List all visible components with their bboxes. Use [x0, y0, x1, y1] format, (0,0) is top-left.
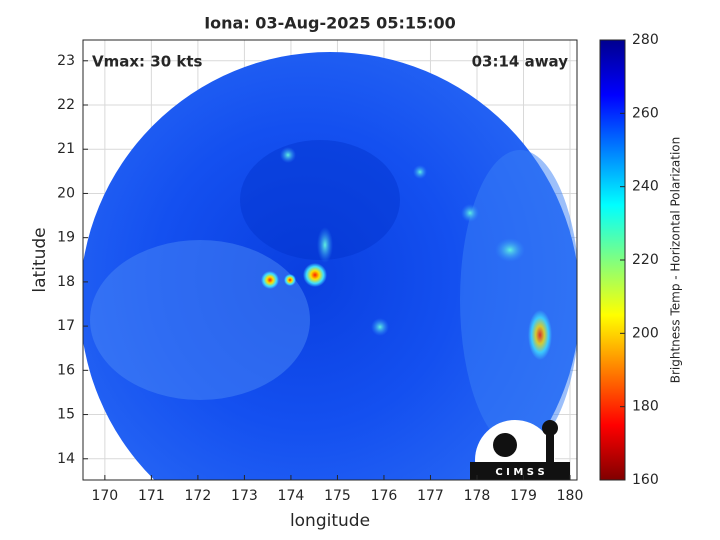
x-tick-label: 179 — [510, 488, 537, 504]
colorbar-tick-label: 280 — [632, 32, 659, 48]
x-tick-label: 176 — [371, 488, 398, 504]
y-tick-label: 17 — [57, 318, 75, 334]
away-annotation: 03:14 away — [472, 53, 569, 71]
colorbar-tick-label: 200 — [632, 325, 659, 341]
x-tick-label: 170 — [91, 488, 118, 504]
x-tick-label: 171 — [138, 488, 165, 504]
x-tick-label: 177 — [417, 488, 444, 504]
colorbar-tick-label: 240 — [632, 179, 659, 195]
title: Iona: 03-Aug-2025 05:15:00 — [204, 14, 456, 33]
plot-frame — [82, 39, 578, 481]
y-tick-label: 22 — [57, 97, 75, 113]
y-tick-label: 21 — [57, 141, 75, 157]
vmax-annotation: Vmax: 30 kts — [92, 53, 202, 71]
y-tick-label: 16 — [57, 362, 75, 378]
y-tick-label: 20 — [57, 185, 75, 201]
colorbar-tick-label: 220 — [632, 252, 659, 268]
y-tick-label: 15 — [57, 407, 75, 423]
colorbar-label: Brightness Temp - Horizontal Polarizatio… — [669, 137, 683, 384]
x-axis-label: longitude — [290, 511, 370, 531]
x-tick-label: 175 — [324, 488, 351, 504]
colorbar-tick-label: 260 — [632, 105, 659, 121]
y-tick-label: 19 — [57, 230, 75, 246]
colorbar-tick-label: 160 — [632, 472, 659, 488]
x-tick-label: 173 — [231, 488, 258, 504]
logo-text: C I M S S — [495, 467, 544, 478]
x-tick-label: 174 — [278, 488, 305, 504]
x-tick-label: 180 — [557, 488, 584, 504]
x-tick-label: 178 — [464, 488, 491, 504]
y-axis-label: latitude — [30, 227, 50, 292]
y-tick-label: 14 — [57, 451, 75, 467]
y-tick-label: 18 — [57, 274, 75, 290]
colorbar-tick-label: 180 — [632, 399, 659, 415]
swath — [83, 52, 577, 480]
x-tick-label: 172 — [185, 488, 212, 504]
y-tick-label: 23 — [57, 53, 75, 69]
